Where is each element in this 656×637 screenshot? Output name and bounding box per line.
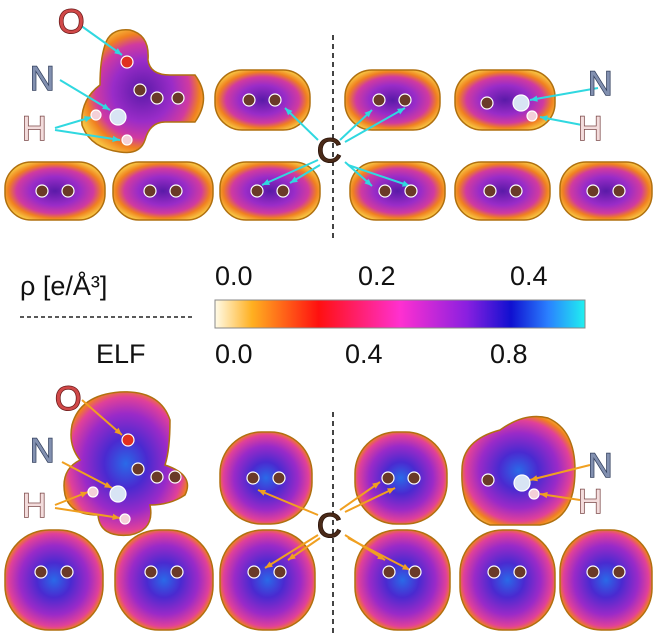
label: O xyxy=(58,3,84,41)
atom xyxy=(277,185,289,197)
label: H xyxy=(578,110,603,148)
label: H xyxy=(22,487,47,525)
tick-label: 0.2 xyxy=(358,261,396,291)
atom xyxy=(510,185,522,197)
atom xyxy=(36,185,48,197)
atom xyxy=(35,566,47,578)
elf-label: ELF xyxy=(96,339,146,369)
atom xyxy=(514,566,526,578)
figure: O N H C N H ρ [e/Å³] 0.0 0.2 0.4 ELF 0.0… xyxy=(0,0,656,637)
label: N xyxy=(30,60,55,98)
atom xyxy=(513,95,529,111)
atom xyxy=(247,472,259,484)
atom xyxy=(514,475,530,491)
label: N xyxy=(30,432,55,470)
atom xyxy=(251,185,263,197)
atom xyxy=(383,566,395,578)
contour-blob xyxy=(355,530,450,630)
tick-label: 0.0 xyxy=(215,261,253,291)
atom xyxy=(587,185,599,197)
tick-label: 0.8 xyxy=(490,339,528,369)
atom xyxy=(529,489,539,499)
atom xyxy=(587,566,599,578)
label: C xyxy=(317,132,342,170)
tick-label: 0.4 xyxy=(345,339,383,369)
contour-blob xyxy=(113,162,213,220)
label: N xyxy=(588,65,613,103)
contour-blob xyxy=(462,417,575,526)
atom xyxy=(170,185,182,197)
atom xyxy=(613,185,625,197)
atom xyxy=(481,97,493,109)
atom xyxy=(172,92,184,104)
atom xyxy=(482,474,494,486)
atom xyxy=(120,514,130,524)
tick-label: 0.4 xyxy=(510,261,548,291)
atom xyxy=(121,56,133,68)
atom xyxy=(382,472,394,484)
atom xyxy=(110,109,126,125)
label: H xyxy=(22,110,47,148)
atom xyxy=(484,185,496,197)
atom xyxy=(273,472,285,484)
atom xyxy=(134,84,146,96)
atom xyxy=(527,111,537,121)
atom xyxy=(110,486,126,502)
contour-blob xyxy=(455,70,555,130)
atom xyxy=(122,135,132,145)
label: N xyxy=(588,447,613,485)
page: O N H C N H ρ [e/Å³] 0.0 0.2 0.4 ELF 0.0… xyxy=(0,0,656,637)
atom xyxy=(151,92,163,104)
atom xyxy=(408,472,420,484)
atom xyxy=(132,463,144,475)
contour-blob xyxy=(220,162,320,220)
atom xyxy=(613,566,625,578)
contour-blob xyxy=(560,162,652,220)
atom xyxy=(144,185,156,197)
atom xyxy=(269,94,281,106)
atom xyxy=(62,185,74,197)
atom xyxy=(379,185,391,197)
contour-blob xyxy=(220,432,312,524)
label: O xyxy=(55,380,81,418)
colorbar xyxy=(215,300,585,328)
atom xyxy=(169,471,181,483)
atom xyxy=(274,566,286,578)
label: H xyxy=(578,483,603,521)
atom xyxy=(248,566,260,578)
contour-blob xyxy=(5,530,103,630)
contour-blob xyxy=(215,70,310,130)
atom xyxy=(91,110,101,120)
atom xyxy=(405,185,417,197)
atom xyxy=(171,566,183,578)
contour-blob xyxy=(5,162,105,220)
atom xyxy=(409,566,421,578)
atom xyxy=(61,566,73,578)
density-label: ρ [e/Å³] xyxy=(20,270,107,301)
atom xyxy=(145,566,157,578)
atom xyxy=(151,471,163,483)
contour-blob xyxy=(560,530,652,630)
atom xyxy=(88,487,98,497)
contour-blob xyxy=(115,530,213,630)
tick-label: 0.0 xyxy=(215,339,253,369)
atom xyxy=(243,94,255,106)
atom xyxy=(488,566,500,578)
contour-blob xyxy=(460,530,555,630)
atom xyxy=(373,94,385,106)
contour-blob xyxy=(355,432,447,524)
atom xyxy=(399,94,411,106)
label: C xyxy=(317,507,342,545)
atom xyxy=(122,434,134,446)
contour-blob xyxy=(455,162,550,220)
